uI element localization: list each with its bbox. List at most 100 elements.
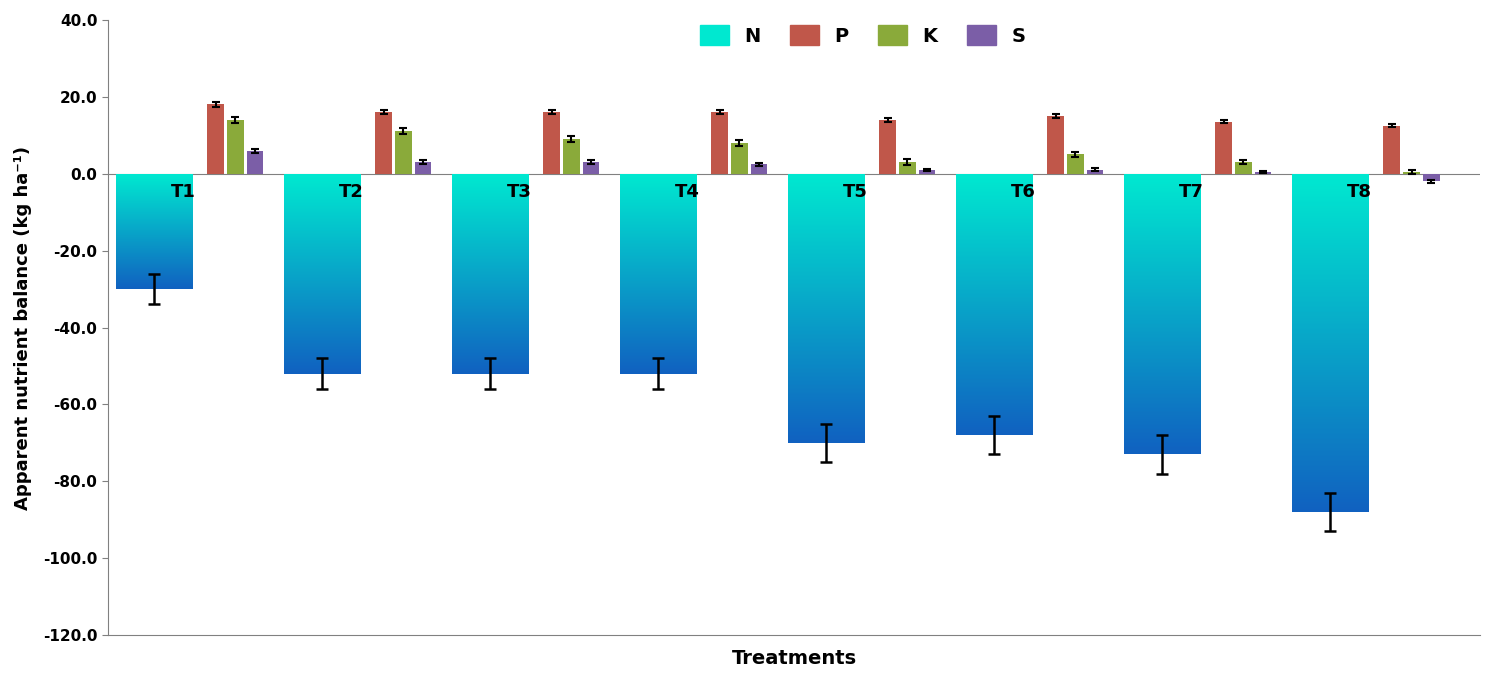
Bar (1123, 271, 1201, 272)
Bar (284, 291, 360, 292)
Bar (956, 183, 1032, 184)
Bar (1123, 303, 1201, 304)
Bar (787, 322, 865, 323)
Bar (1123, 397, 1201, 398)
Bar (1123, 252, 1201, 254)
Bar (284, 213, 360, 215)
Bar (956, 254, 1032, 255)
Bar (620, 344, 696, 346)
Bar (956, 246, 1032, 247)
Bar (1123, 342, 1201, 344)
Bar (284, 352, 360, 353)
Text: T5: T5 (843, 183, 868, 201)
Bar (787, 243, 865, 245)
Bar (620, 198, 696, 200)
Bar (451, 368, 529, 369)
Bar (1292, 209, 1369, 211)
Bar (956, 181, 1032, 183)
Bar (1292, 456, 1369, 458)
Bar (620, 320, 696, 321)
Bar (1292, 253, 1369, 255)
Bar (284, 292, 360, 293)
Bar (956, 379, 1032, 381)
Bar (1123, 238, 1201, 239)
Bar (1123, 360, 1201, 362)
Bar (956, 421, 1032, 422)
Bar (620, 297, 696, 298)
Bar (787, 417, 865, 419)
Bar (956, 197, 1032, 198)
Bar (787, 327, 865, 329)
Bar (1123, 370, 1201, 372)
Bar (1292, 502, 1369, 504)
Bar (1292, 321, 1369, 323)
Bar (451, 325, 529, 326)
Bar (956, 318, 1032, 319)
Bar (956, 346, 1032, 348)
Bar (284, 336, 360, 337)
Bar (620, 226, 696, 228)
Bar (284, 247, 360, 248)
Bar (787, 258, 865, 260)
Bar (451, 367, 529, 368)
Bar (1292, 387, 1369, 389)
Bar (787, 264, 865, 265)
Bar (1123, 255, 1201, 256)
Bar (1123, 410, 1201, 411)
Bar (620, 189, 696, 190)
Bar (1292, 182, 1369, 184)
Bar (208, 104, 224, 174)
Bar (451, 234, 529, 235)
Bar (1292, 272, 1369, 273)
Bar (1123, 250, 1201, 251)
Bar (620, 217, 696, 218)
Bar (284, 338, 360, 339)
Bar (1123, 383, 1201, 384)
Bar (451, 326, 529, 327)
Bar (956, 247, 1032, 248)
Bar (284, 217, 360, 218)
Bar (1292, 331, 1369, 333)
Bar (1123, 296, 1201, 297)
Bar (1123, 230, 1201, 231)
Bar (956, 216, 1032, 217)
Bar (787, 308, 865, 310)
Bar (451, 207, 529, 208)
Bar (284, 322, 360, 323)
Bar (787, 402, 865, 404)
Bar (451, 275, 529, 276)
Bar (451, 183, 529, 185)
Bar (880, 120, 896, 174)
Bar (1292, 255, 1369, 256)
Bar (1123, 286, 1201, 287)
Bar (1292, 449, 1369, 451)
Bar (787, 293, 865, 295)
Bar (1292, 355, 1369, 357)
Bar (620, 248, 696, 249)
Bar (1292, 174, 1369, 175)
Bar (284, 205, 360, 206)
Bar (787, 226, 865, 228)
Bar (956, 207, 1032, 208)
Bar (1292, 248, 1369, 250)
Bar (1292, 241, 1369, 243)
Bar (956, 405, 1032, 406)
Bar (1123, 328, 1201, 329)
Bar (284, 351, 360, 352)
Bar (284, 271, 360, 273)
Bar (1292, 312, 1369, 314)
Bar (620, 279, 696, 280)
Bar (956, 271, 1032, 272)
Bar (284, 222, 360, 223)
Bar (620, 262, 696, 263)
Bar (787, 252, 865, 253)
Bar (451, 258, 529, 260)
Bar (1292, 206, 1369, 207)
Bar (956, 268, 1032, 269)
Bar (451, 310, 529, 311)
Bar (620, 306, 696, 307)
Bar (787, 257, 865, 258)
Bar (620, 356, 696, 357)
Bar (620, 228, 696, 230)
Bar (451, 205, 529, 206)
